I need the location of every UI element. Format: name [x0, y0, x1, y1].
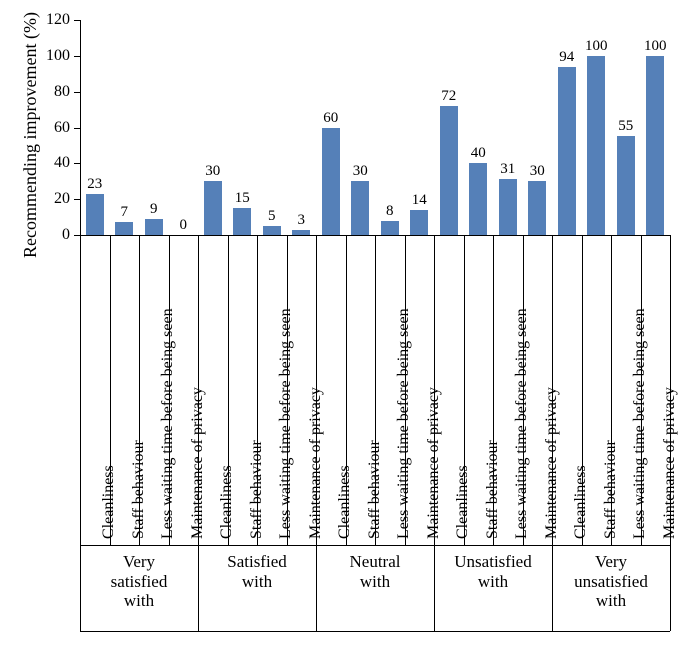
bar: [587, 56, 605, 235]
category-label: Maintenance of privacy: [661, 387, 679, 539]
bar: [440, 106, 458, 235]
bar-value-label: 55: [611, 118, 641, 135]
bar: [558, 67, 576, 235]
category-label: Staff behaviour: [366, 440, 384, 539]
category-label: Cleanliness: [100, 465, 118, 539]
y-tick-label: 80: [30, 83, 70, 101]
group-label: Unsatisfied with: [434, 552, 552, 591]
bar: [351, 181, 369, 235]
bar-value-label: 23: [80, 176, 110, 193]
y-tick-label: 120: [30, 11, 70, 29]
bar: [322, 128, 340, 236]
bar-value-label: 72: [434, 88, 464, 105]
bar: [145, 219, 163, 235]
category-label: Maintenance of privacy: [425, 387, 443, 539]
category-label: Maintenance of privacy: [543, 387, 561, 539]
y-tick-label: 100: [30, 47, 70, 65]
bar-value-label: 60: [316, 110, 346, 127]
chart-container: Recommending improvement (%) 02040608010…: [0, 0, 682, 645]
bar: [410, 210, 428, 235]
bar-value-label: 9: [139, 201, 169, 218]
bar-value-label: 14: [405, 192, 435, 209]
category-label: Maintenance of privacy: [189, 387, 207, 539]
bar-value-label: 3: [287, 212, 317, 229]
category-label: Cleanliness: [218, 465, 236, 539]
category-label: Cleanliness: [454, 465, 472, 539]
y-tick-label: 40: [30, 154, 70, 172]
bar: [646, 56, 664, 235]
category-label: Less waiting time before being seen: [277, 308, 295, 539]
bar-value-label: 30: [346, 163, 376, 180]
y-tick-label: 60: [30, 119, 70, 137]
category-label: Maintenance of privacy: [307, 387, 325, 539]
bar-value-label: 15: [228, 190, 258, 207]
category-label: Staff behaviour: [484, 440, 502, 539]
bar-value-label: 7: [110, 204, 140, 221]
y-tick: [74, 56, 80, 57]
category-label: Less waiting time before being seen: [631, 308, 649, 539]
bar-value-label: 100: [641, 38, 671, 55]
y-tick-label: 20: [30, 190, 70, 208]
category-row-bottom: [80, 545, 670, 546]
category-label: Less waiting time before being seen: [395, 308, 413, 539]
bar: [86, 194, 104, 235]
category-label: Staff behaviour: [602, 440, 620, 539]
bar-value-label: 94: [552, 49, 582, 66]
bar: [528, 181, 546, 235]
category-label: Less waiting time before being seen: [513, 308, 531, 539]
y-tick: [74, 128, 80, 129]
bar-value-label: 8: [375, 203, 405, 220]
bar-value-label: 30: [198, 163, 228, 180]
group-row-bottom: [80, 631, 670, 632]
bar: [617, 136, 635, 235]
bar: [204, 181, 222, 235]
group-label: Neutral with: [316, 552, 434, 591]
group-label: Very satisfied with: [80, 552, 198, 611]
bar: [469, 163, 487, 235]
category-label: Cleanliness: [336, 465, 354, 539]
category-label: Staff behaviour: [130, 440, 148, 539]
bar-value-label: 40: [464, 145, 494, 162]
y-tick: [74, 163, 80, 164]
bar: [292, 230, 310, 235]
bar-value-label: 0: [169, 217, 199, 234]
bar-value-label: 30: [523, 163, 553, 180]
y-tick-label: 0: [30, 226, 70, 244]
bar: [115, 222, 133, 235]
bar: [263, 226, 281, 235]
category-label: Less waiting time before being seen: [159, 308, 177, 539]
category-label: Staff behaviour: [248, 440, 266, 539]
bar-value-label: 5: [257, 208, 287, 225]
group-label: Satisfied with: [198, 552, 316, 591]
y-tick: [74, 199, 80, 200]
group-label: Very unsatisfied with: [552, 552, 670, 611]
bar-value-label: 100: [582, 38, 612, 55]
bar: [233, 208, 251, 235]
category-label: Cleanliness: [572, 465, 590, 539]
bar: [381, 221, 399, 235]
bar: [499, 179, 517, 235]
y-axis-line: [80, 20, 81, 235]
y-tick: [74, 92, 80, 93]
bar-value-label: 31: [493, 161, 523, 178]
y-tick: [74, 20, 80, 21]
